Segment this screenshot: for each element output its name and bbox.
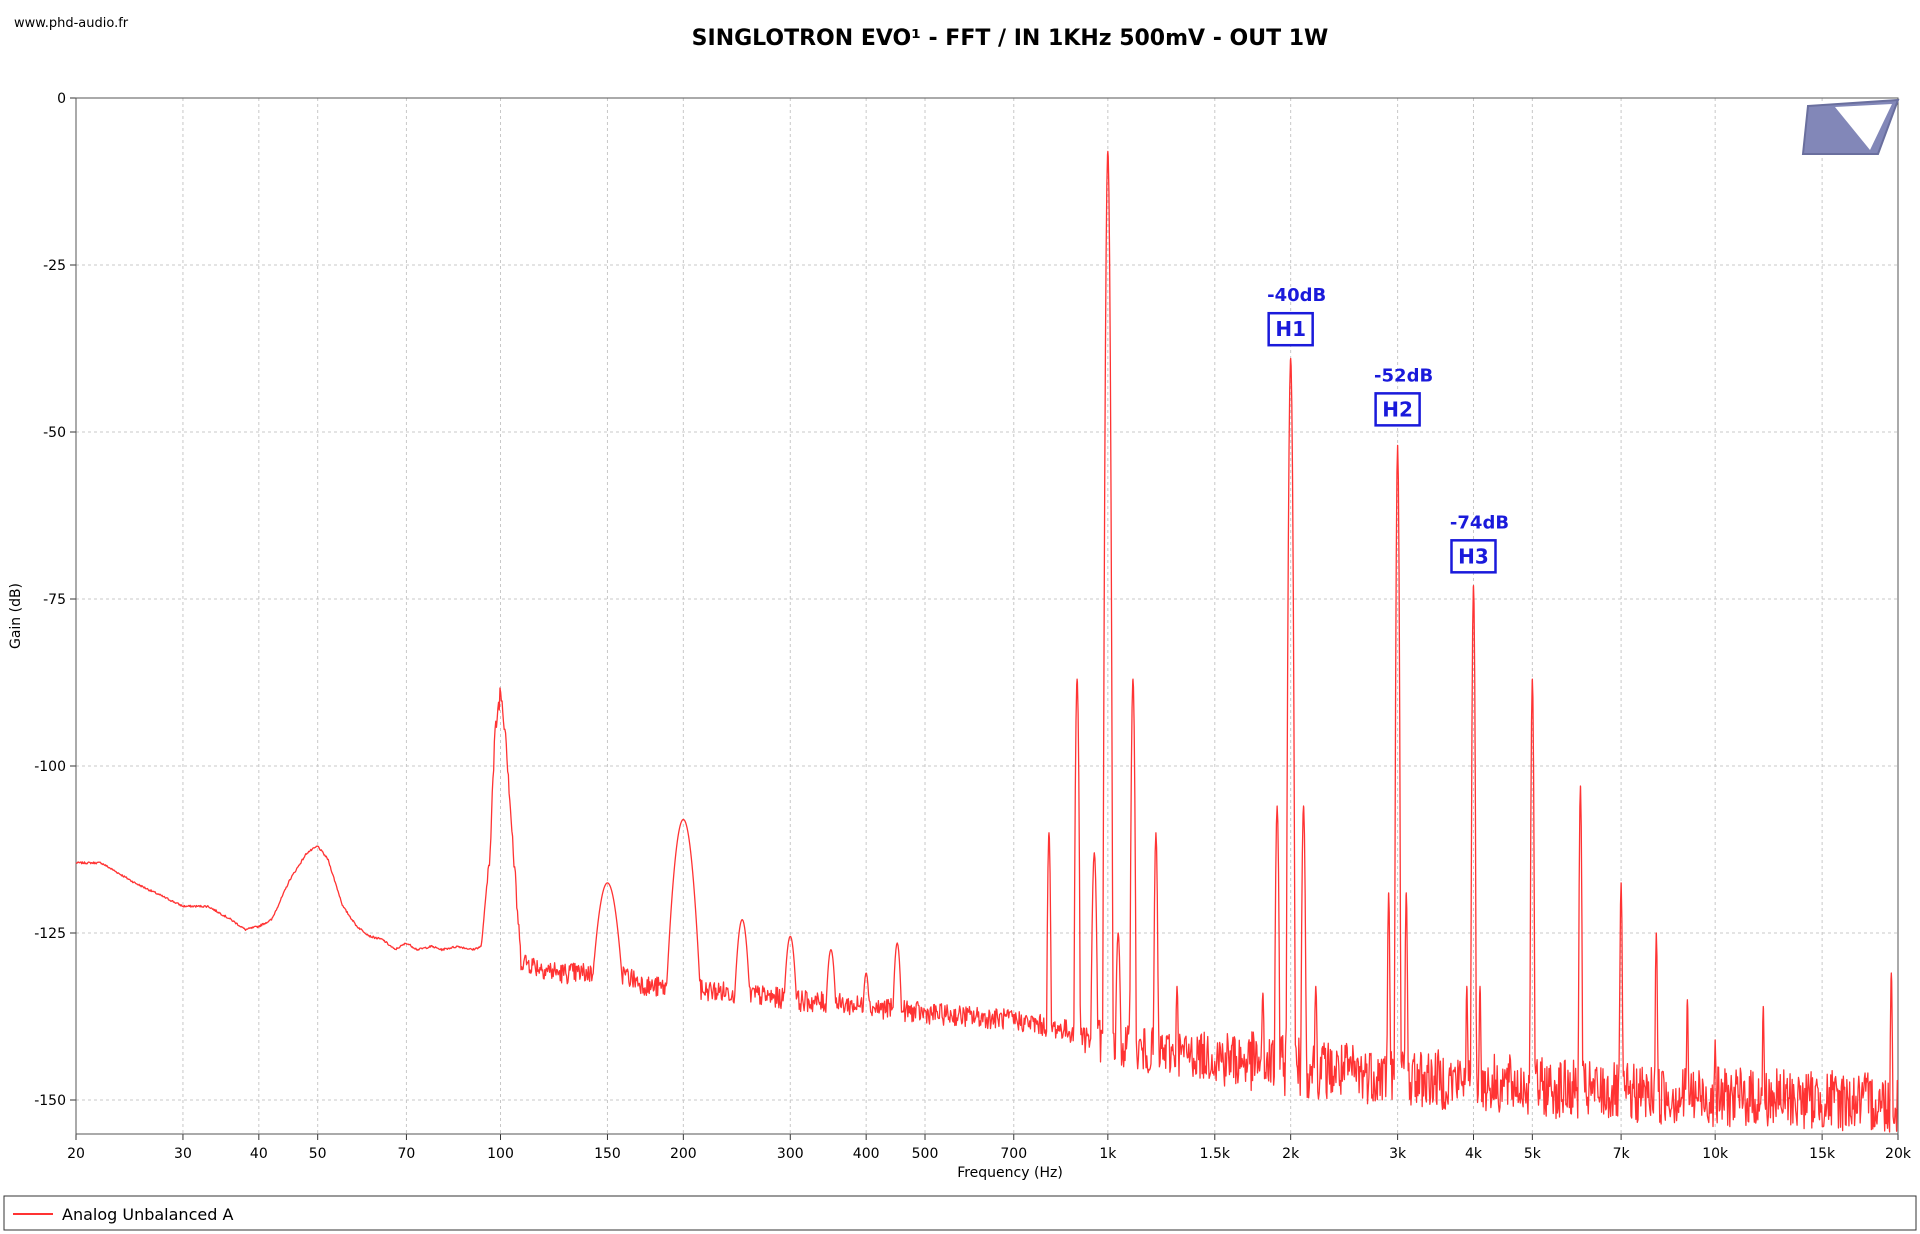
brand-logo: [1801, 98, 1900, 155]
x-tick-label: 1.5k: [1200, 1146, 1231, 1162]
x-tick-label: 500: [912, 1146, 939, 1162]
series-line: [75, 150, 1899, 1133]
x-tick-label: 30: [174, 1146, 192, 1162]
x-tick-label: 2k: [1282, 1146, 1300, 1162]
x-tick-label: 10k: [1702, 1146, 1729, 1162]
harmonic-level-label: -40dB: [1267, 285, 1326, 306]
x-tick-label: 4k: [1465, 1146, 1483, 1162]
x-tick-label: 400: [853, 1146, 880, 1162]
x-tick-label: 200: [670, 1146, 697, 1162]
y-tick-label: -25: [43, 258, 66, 274]
x-axis-label: Frequency (Hz): [957, 1165, 1063, 1181]
y-tick-label: -50: [43, 425, 66, 441]
harmonic-level-label: -74dB: [1450, 512, 1509, 533]
x-tick-label: 3k: [1389, 1146, 1407, 1162]
x-tick-label: 1k: [1099, 1146, 1117, 1162]
harmonic-tag-label: H3: [1458, 544, 1489, 568]
x-tick-label: 7k: [1613, 1146, 1631, 1162]
x-tick-label: 20: [67, 1146, 85, 1162]
legend-label: Analog Unbalanced A: [62, 1205, 233, 1224]
series-analog-unbalanced-a: [75, 150, 1899, 1133]
x-tick-label: 15k: [1809, 1146, 1836, 1162]
y-tick-label: -150: [34, 1093, 66, 1109]
y-tick-label: -75: [43, 592, 66, 608]
x-tick-label: 300: [777, 1146, 804, 1162]
x-tick-label: 150: [594, 1146, 621, 1162]
legend: Analog Unbalanced A: [3, 1195, 1917, 1231]
harmonic-level-label: -52dB: [1374, 365, 1433, 386]
harmonic-tag-box: [1374, 392, 1421, 427]
x-tick-label: 70: [398, 1146, 416, 1162]
y-axis-ticks: 0 -25 -50 -75 -100 -125 -150: [34, 91, 76, 1109]
legend-frame: [3, 1195, 1917, 1231]
harmonic-annotations: -40dB H1 -52dB H2 -74dB H3: [1267, 285, 1509, 574]
y-tick-label: -125: [34, 926, 66, 942]
x-axis-ticks: 20 30 40 50 70 100 150 200 300 400 500 700 1k 1.5k 2k 3…: [67, 1134, 1912, 1162]
y-axis-label: Gain (dB): [8, 583, 24, 649]
x-tick-label: 100: [487, 1146, 514, 1162]
grid-lines: [75, 97, 1899, 1134]
x-tick-label: 50: [309, 1146, 327, 1162]
x-tick-label: 20k: [1885, 1146, 1912, 1162]
harmonic-tag-label: H2: [1382, 397, 1413, 421]
x-tick-label: 40: [250, 1146, 268, 1162]
harmonic-tag-box: [1267, 311, 1314, 347]
plot-frame: [75, 97, 1899, 1135]
site-url: www.phd-audio.fr: [14, 16, 129, 31]
harmonic-tag-box: [1450, 539, 1497, 574]
y-tick-label: 0: [57, 91, 66, 107]
x-tick-label: 5k: [1524, 1146, 1542, 1162]
y-tick-label: -100: [34, 759, 66, 775]
chart-title: SINGLOTRON EVO¹ - FFT / IN 1KHz 500mV - …: [692, 26, 1329, 51]
x-tick-label: 700: [1000, 1146, 1027, 1162]
harmonic-tag-label: H1: [1275, 317, 1306, 341]
